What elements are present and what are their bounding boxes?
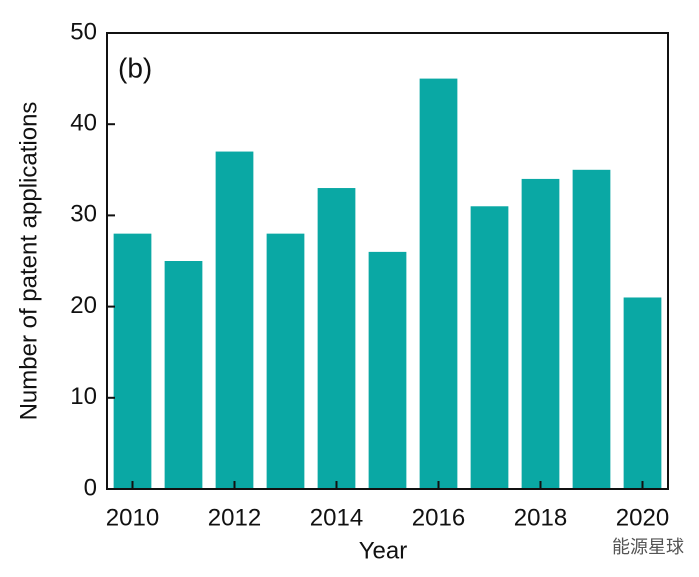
y-tick-label: 30 bbox=[70, 201, 97, 228]
plot-frame bbox=[106, 32, 669, 490]
bar bbox=[317, 188, 356, 490]
bar bbox=[266, 233, 305, 489]
y-tick-label: 10 bbox=[70, 383, 97, 410]
bar bbox=[215, 151, 254, 489]
bar bbox=[623, 297, 662, 489]
bar bbox=[470, 206, 509, 489]
y-tick-label: 20 bbox=[70, 292, 97, 319]
bar bbox=[521, 178, 560, 490]
bar bbox=[164, 261, 203, 489]
bar bbox=[572, 169, 611, 490]
x-tick-label: 2018 bbox=[514, 504, 567, 531]
y-tick-label: 0 bbox=[84, 474, 97, 501]
panel-label: (b) bbox=[118, 52, 152, 83]
x-axis-title: Year bbox=[359, 537, 408, 564]
bar bbox=[419, 78, 458, 489]
bar bbox=[113, 233, 152, 489]
x-tick-label: 2010 bbox=[106, 504, 159, 531]
bar bbox=[368, 251, 407, 489]
y-tick-label: 40 bbox=[70, 110, 97, 137]
x-tick-label: 2012 bbox=[208, 504, 261, 531]
y-tick-label: 50 bbox=[70, 18, 97, 45]
x-tick-label: 2016 bbox=[412, 504, 465, 531]
y-axis-title: Number of patent applications bbox=[15, 102, 42, 421]
watermark: 能源星球 bbox=[612, 537, 684, 557]
x-tick-label: 2014 bbox=[310, 504, 363, 531]
x-tick-label: 2020 bbox=[616, 504, 669, 531]
